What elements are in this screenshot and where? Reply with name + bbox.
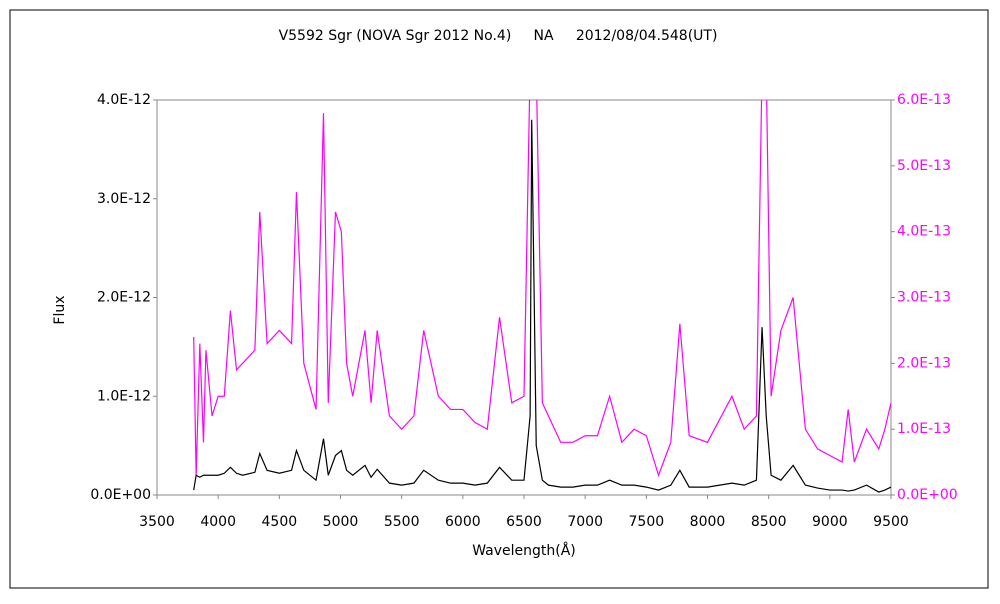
x-tick-label: 5500 bbox=[384, 514, 420, 530]
x-tick-label: 7500 bbox=[629, 514, 665, 530]
y2-tick-label: 2.0E-13 bbox=[897, 355, 951, 371]
y-axis-label: Flux bbox=[52, 295, 68, 324]
x-tick-label: 9500 bbox=[873, 514, 909, 530]
spectrum-line bbox=[193, 100, 891, 478]
y2-tick-label: 5.0E-13 bbox=[897, 158, 951, 174]
x-tick-label: 8500 bbox=[751, 514, 787, 530]
y2-tick-label: 3.0E-13 bbox=[897, 290, 951, 306]
y-tick-label: 0.0E+00 bbox=[90, 487, 151, 503]
x-tick-label: 3500 bbox=[139, 514, 175, 530]
y-tick-label: 2.0E-12 bbox=[97, 290, 151, 306]
x-tick-label: 4500 bbox=[262, 514, 298, 530]
chart-title: V5592 Sgr (NOVA Sgr 2012 No.4) NA 2012/0… bbox=[279, 28, 718, 44]
x-axis-label: Wavelength(Å) bbox=[472, 542, 576, 559]
x-tick-label: 6000 bbox=[445, 514, 481, 530]
y-tick-label: 3.0E-12 bbox=[97, 191, 151, 207]
frame bbox=[9, 9, 989, 589]
x-tick-label: 5000 bbox=[323, 514, 359, 530]
y2-tick-label: 4.0E-13 bbox=[897, 224, 951, 240]
x-tick-label: 7000 bbox=[567, 514, 603, 530]
y2-tick-label: 0.0E+00 bbox=[897, 487, 958, 503]
x-tick-label: 9000 bbox=[812, 514, 848, 530]
y-tick-label: 4.0E-12 bbox=[97, 92, 151, 108]
x-tick-label: 6500 bbox=[506, 514, 542, 530]
spectrum-line bbox=[193, 119, 891, 493]
x-tick-label: 4000 bbox=[200, 514, 236, 530]
y2-tick-label: 6.0E-13 bbox=[897, 92, 951, 108]
y2-tick-label: 1.0E-13 bbox=[897, 421, 951, 437]
x-tick-label: 8000 bbox=[690, 514, 726, 530]
y-tick-label: 1.0E-12 bbox=[97, 388, 151, 404]
